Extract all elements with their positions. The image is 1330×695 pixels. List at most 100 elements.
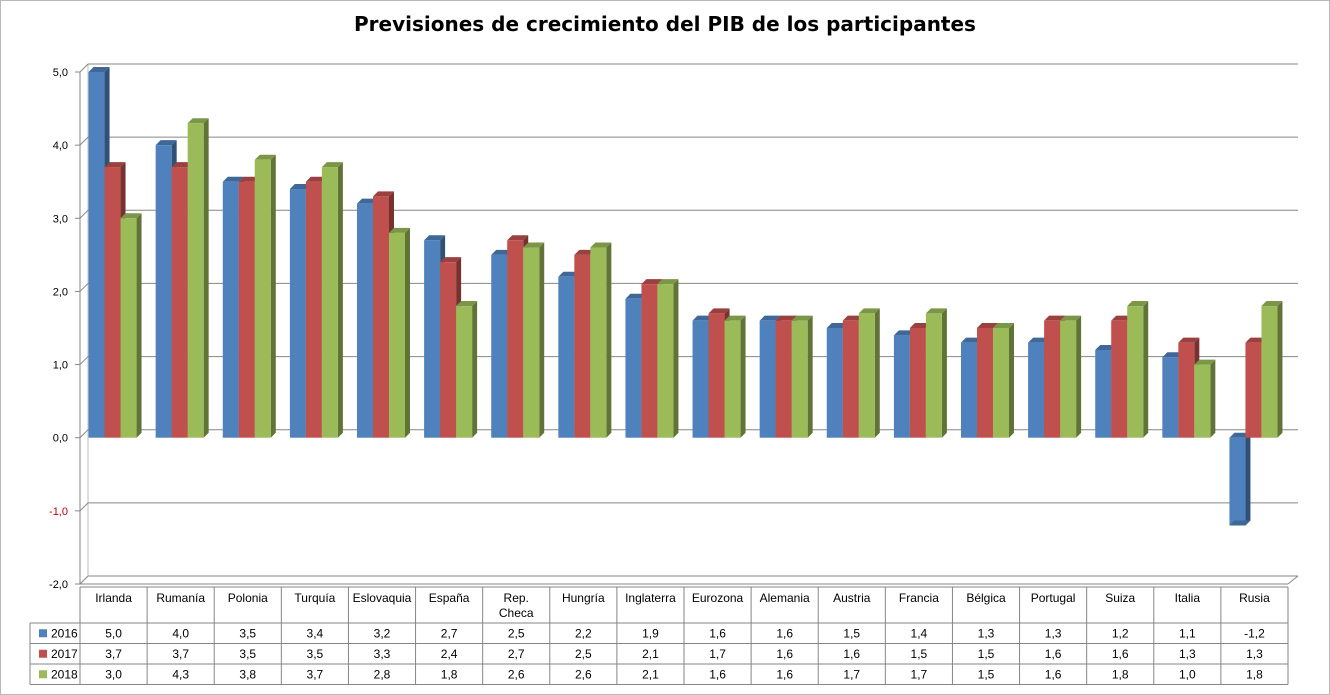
bar-top	[1028, 337, 1050, 343]
bar	[775, 320, 792, 438]
bar-top	[775, 315, 797, 321]
data-table-value: 1,0	[1179, 667, 1196, 681]
data-table-value: 1,7	[911, 667, 928, 681]
bar-top	[708, 308, 730, 314]
legend-key	[39, 649, 47, 658]
bar	[523, 247, 540, 438]
y-tick-label: -1,0	[49, 506, 68, 518]
bar-side	[405, 227, 410, 438]
bar-top	[424, 235, 446, 241]
x-category-label: Portugal	[1031, 591, 1076, 605]
data-table-value: 1,6	[843, 647, 860, 661]
bar	[1028, 342, 1045, 438]
x-category-label: Austria	[833, 591, 871, 605]
bar	[289, 189, 306, 438]
bar-side	[807, 315, 813, 438]
x-category-label: Rumanía	[156, 591, 205, 605]
data-table-value: 1,6	[776, 647, 793, 661]
bar	[321, 167, 338, 438]
bar-top	[1194, 359, 1216, 365]
x-category-label: Polonia	[228, 591, 268, 605]
y-tick-label: 5,0	[53, 67, 68, 79]
x-category-label: Checa	[499, 606, 534, 620]
bar	[1245, 342, 1262, 438]
data-table-value: 3,5	[239, 626, 256, 640]
bar-top	[893, 330, 915, 336]
data-table-value: 2,4	[441, 647, 458, 661]
data-table-value: 1,5	[978, 647, 995, 661]
bar-top	[491, 249, 513, 255]
bar	[791, 320, 808, 438]
bar	[456, 306, 473, 438]
data-table-value: 2,8	[374, 667, 391, 681]
bar-top	[1127, 301, 1149, 307]
data-table-value: 1,8	[1246, 667, 1263, 681]
gridline-depth	[79, 63, 89, 73]
gridline-depth	[79, 429, 89, 439]
x-category-label: Italia	[1175, 591, 1201, 605]
bar-top	[373, 191, 394, 197]
bar-top	[523, 242, 545, 248]
legend-label: 2017	[51, 647, 78, 661]
data-table-value: 1,3	[978, 626, 995, 640]
bar	[1261, 306, 1278, 438]
bar	[925, 313, 942, 438]
data-table-value: 2,1	[642, 667, 659, 681]
floor-edge	[1287, 575, 1299, 585]
y-tick-label: 2,0	[53, 286, 68, 298]
data-table-value: 1,6	[1045, 647, 1062, 661]
bar-top	[759, 315, 781, 321]
bar	[424, 240, 441, 438]
bar	[909, 328, 926, 438]
bar-top	[321, 162, 343, 168]
x-category-label: Eslovaquia	[353, 591, 412, 605]
y-tick-label: 3,0	[53, 213, 68, 225]
y-tick-label: 1,0	[53, 360, 68, 372]
bar-side	[1009, 323, 1014, 438]
bar-top	[692, 315, 714, 321]
bar	[759, 320, 776, 438]
data-table-value: 2,6	[508, 667, 525, 681]
gridline-depth	[79, 209, 89, 219]
data-table-value: 1,6	[1112, 647, 1129, 661]
legend-label: 2018	[51, 667, 78, 681]
bar-top	[641, 279, 663, 285]
bar	[1095, 349, 1112, 438]
bar	[977, 328, 993, 438]
bar	[858, 313, 875, 438]
data-table-value: 1,3	[1045, 626, 1062, 640]
data-table-value: 3,2	[374, 626, 391, 640]
bar-top	[1095, 344, 1117, 350]
bar-top	[171, 162, 193, 168]
bar-top	[1178, 337, 1200, 343]
bar	[625, 298, 642, 438]
data-table-value: 3,7	[172, 647, 189, 661]
bar	[1194, 364, 1211, 438]
bar-top	[222, 176, 244, 182]
x-category-label: Inglaterra	[625, 591, 676, 605]
bar-side	[606, 242, 612, 438]
data-table-value: 3,7	[105, 647, 122, 661]
x-category-label: Francia	[899, 591, 939, 605]
bar	[120, 218, 137, 438]
data-table-value: 3,3	[374, 647, 391, 661]
gridline-depth	[79, 502, 89, 512]
bar-top	[456, 301, 478, 307]
bar-side	[1210, 359, 1216, 438]
bar	[1127, 306, 1144, 438]
bar-side	[941, 308, 947, 438]
data-table-value: 1,8	[441, 667, 458, 681]
bar-top	[1162, 352, 1184, 358]
bar	[1162, 357, 1179, 438]
gridline-depth	[79, 136, 89, 146]
bar-top	[625, 293, 647, 299]
data-table-value: 3,5	[239, 647, 256, 661]
bar-side	[1245, 432, 1251, 526]
bar-top	[826, 323, 848, 328]
bar	[558, 276, 575, 438]
bar-top	[993, 323, 1014, 328]
bar-top	[961, 337, 982, 343]
bar-top	[155, 140, 177, 146]
data-table-value: 3,7	[307, 667, 324, 681]
bar-top	[858, 308, 880, 314]
